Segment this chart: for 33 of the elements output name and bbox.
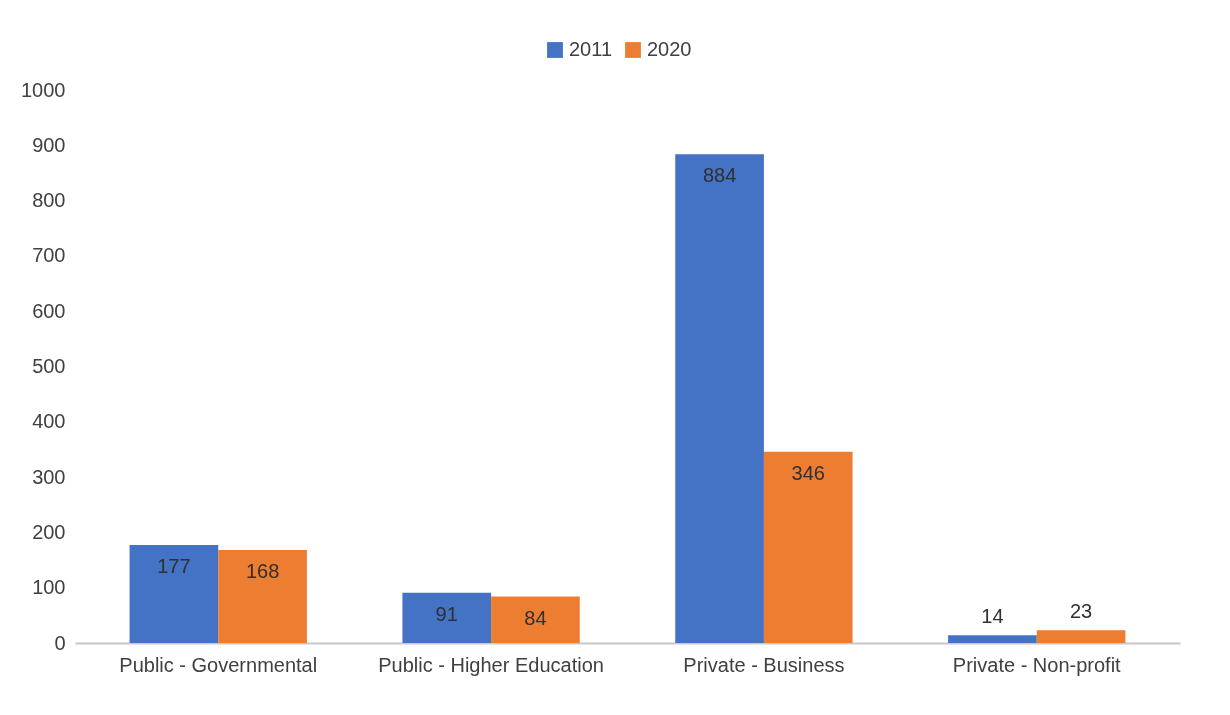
y-tick-label: 900 <box>32 133 66 156</box>
data-label: 884 <box>702 164 737 187</box>
y-tick-label: 700 <box>32 244 66 267</box>
data-label: 84 <box>524 606 547 629</box>
y-tick-label: 100 <box>32 576 66 599</box>
bar <box>218 550 307 643</box>
data-label: 177 <box>157 555 191 578</box>
x-tick-label: Private - Business <box>683 653 845 676</box>
x-tick-label: Private - Non-profit <box>952 653 1122 676</box>
data-label: 91 <box>435 602 458 625</box>
bar <box>402 592 492 643</box>
bar <box>675 154 764 643</box>
y-tick-label: 400 <box>32 410 66 433</box>
y-tick-label: 200 <box>32 520 66 543</box>
bar <box>1036 630 1126 643</box>
x-tick-label: Public - Higher Education <box>378 653 604 676</box>
y-tick-label: 500 <box>32 355 66 377</box>
data-label: 14 <box>981 605 1004 628</box>
data-label: 168 <box>245 560 280 583</box>
legend-label: 2020 <box>647 38 692 60</box>
bar <box>948 635 1037 643</box>
bar <box>491 596 580 643</box>
x-tick-label: Public - Governmental <box>119 653 318 676</box>
y-tick-label: 600 <box>32 299 66 322</box>
data-label: 23 <box>1069 600 1093 623</box>
data-label: 346 <box>791 461 825 484</box>
y-tick-label: 300 <box>32 465 66 488</box>
y-tick-label: 0 <box>54 631 66 654</box>
bar <box>129 545 219 643</box>
legend-label: 2011 <box>569 38 613 60</box>
y-tick-label: 800 <box>32 189 66 212</box>
bar <box>763 451 853 643</box>
y-tick-label: 1000 <box>21 78 66 101</box>
